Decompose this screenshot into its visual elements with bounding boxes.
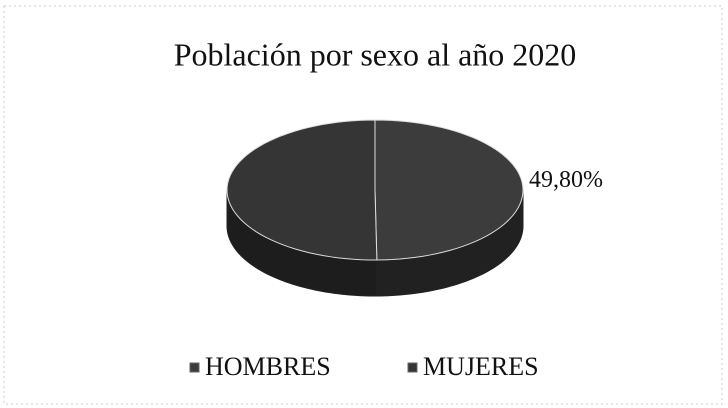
legend-swatch: [407, 362, 418, 373]
pie-slice: [374, 119, 524, 261]
chart-title: Población por sexo al año 2020: [174, 36, 577, 72]
legend-label: HOMBRES: [205, 352, 331, 381]
legend-label: MUJERES: [423, 352, 539, 381]
chart-border: [3, 5, 723, 405]
pie-slice: [226, 119, 378, 261]
data-label: 49,80%: [529, 167, 603, 193]
legend-swatch: [189, 362, 200, 373]
